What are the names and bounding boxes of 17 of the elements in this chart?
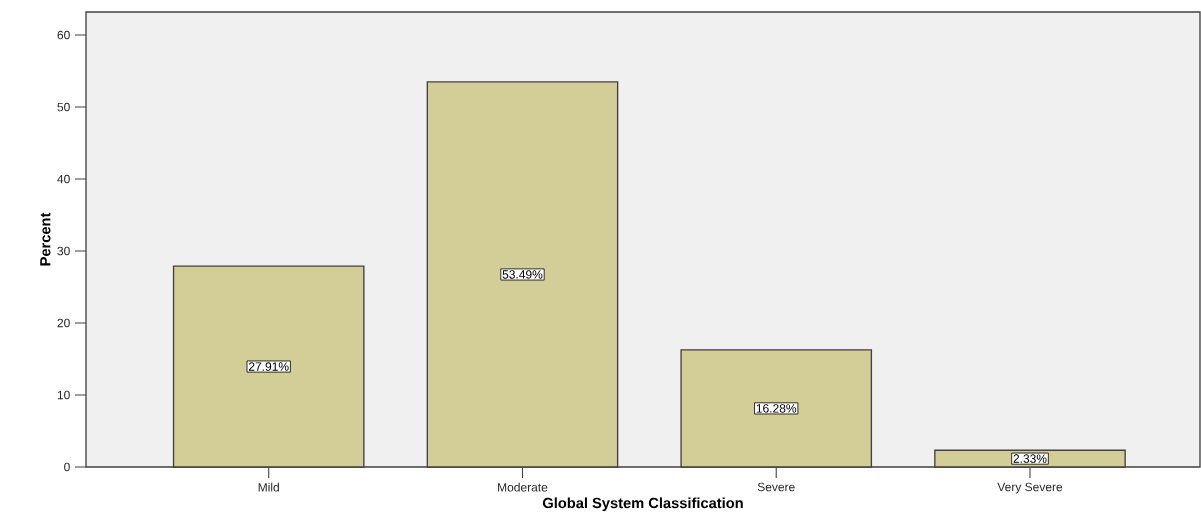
y-tick-label: 0 bbox=[64, 462, 70, 472]
y-axis-title: Percent bbox=[40, 212, 51, 266]
x-axis-title: Global System Classification bbox=[542, 497, 743, 512]
y-tick-label: 50 bbox=[57, 102, 70, 112]
x-tick-label: Moderate bbox=[498, 482, 548, 492]
data-label: 2.33% bbox=[1013, 454, 1047, 463]
y-tick-label: 60 bbox=[57, 30, 70, 40]
x-tick-label: Very Severe bbox=[997, 482, 1063, 494]
y-tick-label: 20 bbox=[57, 318, 70, 328]
y-tick-label: 30 bbox=[57, 246, 70, 256]
y-tick-label: 10 bbox=[57, 390, 70, 400]
data-label: 16.28% bbox=[756, 404, 797, 413]
x-tick-label: Mild bbox=[258, 482, 279, 492]
y-tick-label: 40 bbox=[57, 174, 70, 184]
data-label: 27.91% bbox=[248, 362, 289, 371]
data-label: 53.49% bbox=[502, 270, 543, 279]
x-tick-label: Severe bbox=[757, 482, 795, 492]
